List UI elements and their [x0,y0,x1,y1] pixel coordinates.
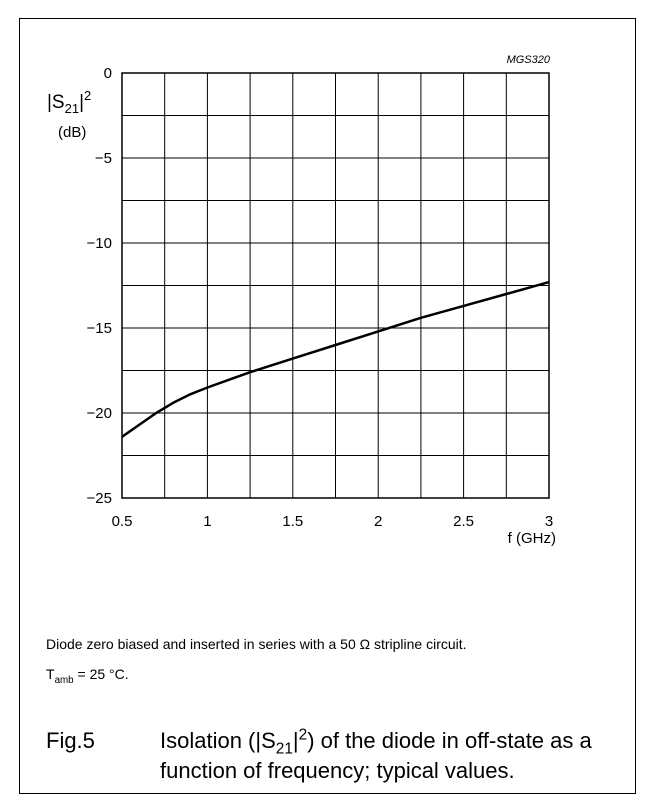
y-axis-label: |S21|2 [47,88,91,116]
figure-number: Fig.5 [46,728,95,753]
chart-grid [121,72,550,499]
y-tick-label: −5 [95,150,112,167]
y-tick-label: −25 [87,490,112,507]
chart-code: MGS320 [507,54,551,66]
y-tick-label: −20 [87,405,112,422]
isolation-chart: 0.5 1 1.5 2 2.5 3 0 −5 −10 −15 −20 −25 MGS320 |S21… [47,54,556,547]
chart-series [121,280,550,438]
x-tick-labels: 0.5 1 1.5 2 2.5 3 [112,513,554,530]
y-tick-label: −10 [87,235,112,252]
x-tick-label: 2.5 [453,513,474,530]
x-tick-label: 0.5 [112,513,133,530]
series-line [121,280,550,438]
plot-border [121,72,550,499]
x-tick-label: 1.5 [282,513,303,530]
figure-caption-text: Isolation (|S21|2) of the diode in off-s… [160,726,592,783]
x-tick-label: 3 [545,513,553,530]
x-tick-label: 2 [374,513,382,530]
y-tick-label: 0 [104,65,112,82]
y-tick-label: −15 [87,320,112,337]
x-axis-label: f (GHz) [508,530,556,547]
note-line-1: Diode zero biased and inserted in series… [46,636,467,652]
x-tick-label: 1 [203,513,211,530]
y-axis-unit: (dB) [58,124,86,141]
note-line-2: Tamb = 25 °C. [46,666,129,686]
figure-frame [19,18,636,794]
y-tick-labels: 0 −5 −10 −15 −20 −25 [87,65,112,507]
